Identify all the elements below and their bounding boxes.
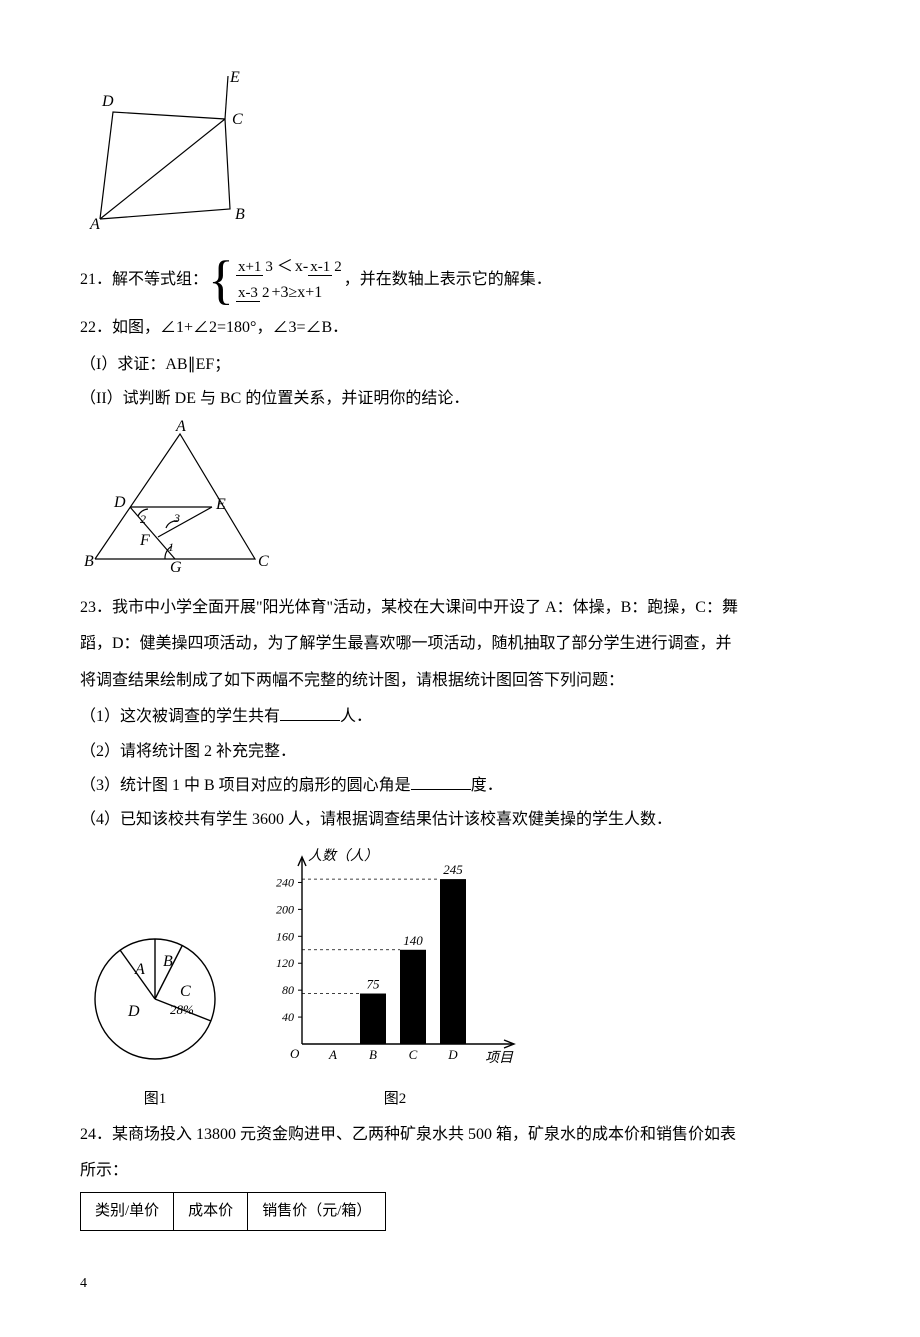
figure-q20: A B C D E	[80, 64, 840, 245]
q23-p1: （1）这次被调查的学生共有人．	[80, 702, 840, 732]
q21-num: 21	[80, 271, 96, 288]
svg-text:C: C	[258, 553, 269, 570]
q22-num: 22	[80, 319, 96, 336]
q21-prefix: ．解不等式组：	[96, 271, 208, 288]
pie-chart: A B C 28% D	[80, 924, 230, 1074]
svg-text:A: A	[134, 961, 145, 978]
vertex-c: C	[232, 111, 243, 128]
svg-text:D: D	[113, 494, 126, 511]
q23-p2: （2）请将统计图 2 补充完整．	[80, 737, 840, 767]
svg-text:A: A	[175, 419, 186, 435]
svg-text:O: O	[290, 1046, 300, 1061]
blank-1	[280, 704, 340, 721]
svg-text:1: 1	[168, 540, 174, 554]
svg-text:200: 200	[276, 902, 294, 916]
q22-text: ．如图，∠1+∠2=180°，∠3=∠B．	[96, 319, 348, 336]
q23-p4: （4）已知该校共有学生 3600 人，请根据调查结果估计该校喜欢健美操的学生人数…	[80, 805, 840, 835]
bar-chart-wrap: 40 80 120 160 200 240 O 人数（人） A 75 B 140 C 245 D 项目 图2	[260, 844, 530, 1114]
svg-text:80: 80	[282, 983, 294, 997]
svg-text:40: 40	[282, 1010, 294, 1024]
pie-caption: 图1	[80, 1085, 230, 1114]
svg-text:E: E	[215, 496, 226, 513]
svg-text:项目: 项目	[485, 1050, 514, 1066]
quad-svg: A B C D E	[80, 64, 260, 234]
vertex-e: E	[229, 69, 240, 86]
vertex-b: B	[235, 206, 245, 223]
svg-text:C: C	[180, 983, 191, 1000]
q24-line2: 所示：	[80, 1156, 840, 1186]
inequality-system: x+13 ＜ x- x-12 x-32 +3≥x+1	[236, 254, 344, 306]
svg-text:D: D	[447, 1047, 458, 1062]
svg-text:160: 160	[276, 929, 294, 943]
question-21: 21．解不等式组： { x+13 ＜ x- x-12 x-32 +3≥x+1 ，…	[80, 253, 840, 307]
triangle-svg: A B C D E F G 1 2 3	[80, 419, 270, 574]
svg-text:120: 120	[276, 956, 294, 970]
brace-icon: {	[208, 253, 234, 307]
vertex-a: A	[89, 216, 100, 233]
svg-text:人数（人）: 人数（人）	[308, 848, 378, 864]
q23-line3: 将调查结果绘制成了如下两幅不完整的统计图，请根据统计图回答下列问题：	[80, 666, 840, 696]
vertex-d: D	[101, 93, 114, 110]
q22-part2: （II）试判断 DE 与 BC 的位置关系，并证明你的结论．	[80, 384, 840, 414]
question-24: 24．某商场投入 13800 元资金购进甲、乙两种矿泉水共 500 箱，矿泉水的…	[80, 1120, 840, 1150]
svg-text:140: 140	[403, 932, 423, 947]
q22-part1: （I）求证：AB∥EF；	[80, 350, 840, 380]
question-22: 22．如图，∠1+∠2=180°，∠3=∠B．	[80, 313, 840, 343]
svg-text:A: A	[328, 1047, 337, 1062]
figure-q22: A B C D E F G 1 2 3	[80, 419, 840, 585]
th-sale: 销售价（元/箱）	[248, 1193, 386, 1231]
q23-p3: （3）统计图 1 中 B 项目对应的扇形的圆心角是度．	[80, 771, 840, 801]
svg-text:B: B	[163, 953, 173, 970]
svg-text:3: 3	[173, 511, 180, 525]
table-row: 类别/单价 成本价 销售价（元/箱）	[81, 1193, 386, 1231]
svg-text:B: B	[369, 1047, 377, 1062]
q23-num: 23	[80, 599, 96, 616]
bar-chart: 40 80 120 160 200 240 O 人数（人） A 75 B 140 C 245 D 项目	[260, 844, 530, 1074]
svg-text:B: B	[84, 553, 94, 570]
pie-chart-wrap: A B C 28% D 图1	[80, 924, 230, 1114]
svg-text:2: 2	[140, 512, 146, 526]
svg-text:75: 75	[367, 976, 381, 991]
page-number: 4	[80, 1271, 840, 1298]
q23-charts: A B C 28% D 图1 40 80 120 160 200 240 O 人数（人） A 75…	[80, 844, 840, 1114]
th-cost: 成本价	[174, 1193, 248, 1231]
q21-suffix: ，并在数轴上表示它的解集．	[344, 265, 552, 295]
q23-line2: 蹈，D：健美操四项活动，为了解学生最喜欢哪一项活动，随机抽取了部分学生进行调查，…	[80, 629, 840, 659]
question-23: 23．我市中小学全面开展"阳光体育"活动，某校在大课间中开设了 A：体操，B：跑…	[80, 593, 840, 623]
th-category: 类别/单价	[81, 1193, 174, 1231]
svg-text:D: D	[127, 1003, 140, 1020]
svg-text:C: C	[409, 1047, 418, 1062]
q24-num: 24	[80, 1126, 96, 1143]
q24-table: 类别/单价 成本价 销售价（元/箱）	[80, 1192, 386, 1231]
svg-text:G: G	[170, 559, 182, 574]
svg-text:245: 245	[443, 862, 463, 877]
bar-caption: 图2	[260, 1085, 530, 1114]
svg-text:28%: 28%	[170, 1002, 194, 1017]
svg-text:240: 240	[276, 875, 294, 889]
blank-2	[411, 773, 471, 790]
svg-text:F: F	[139, 532, 150, 549]
